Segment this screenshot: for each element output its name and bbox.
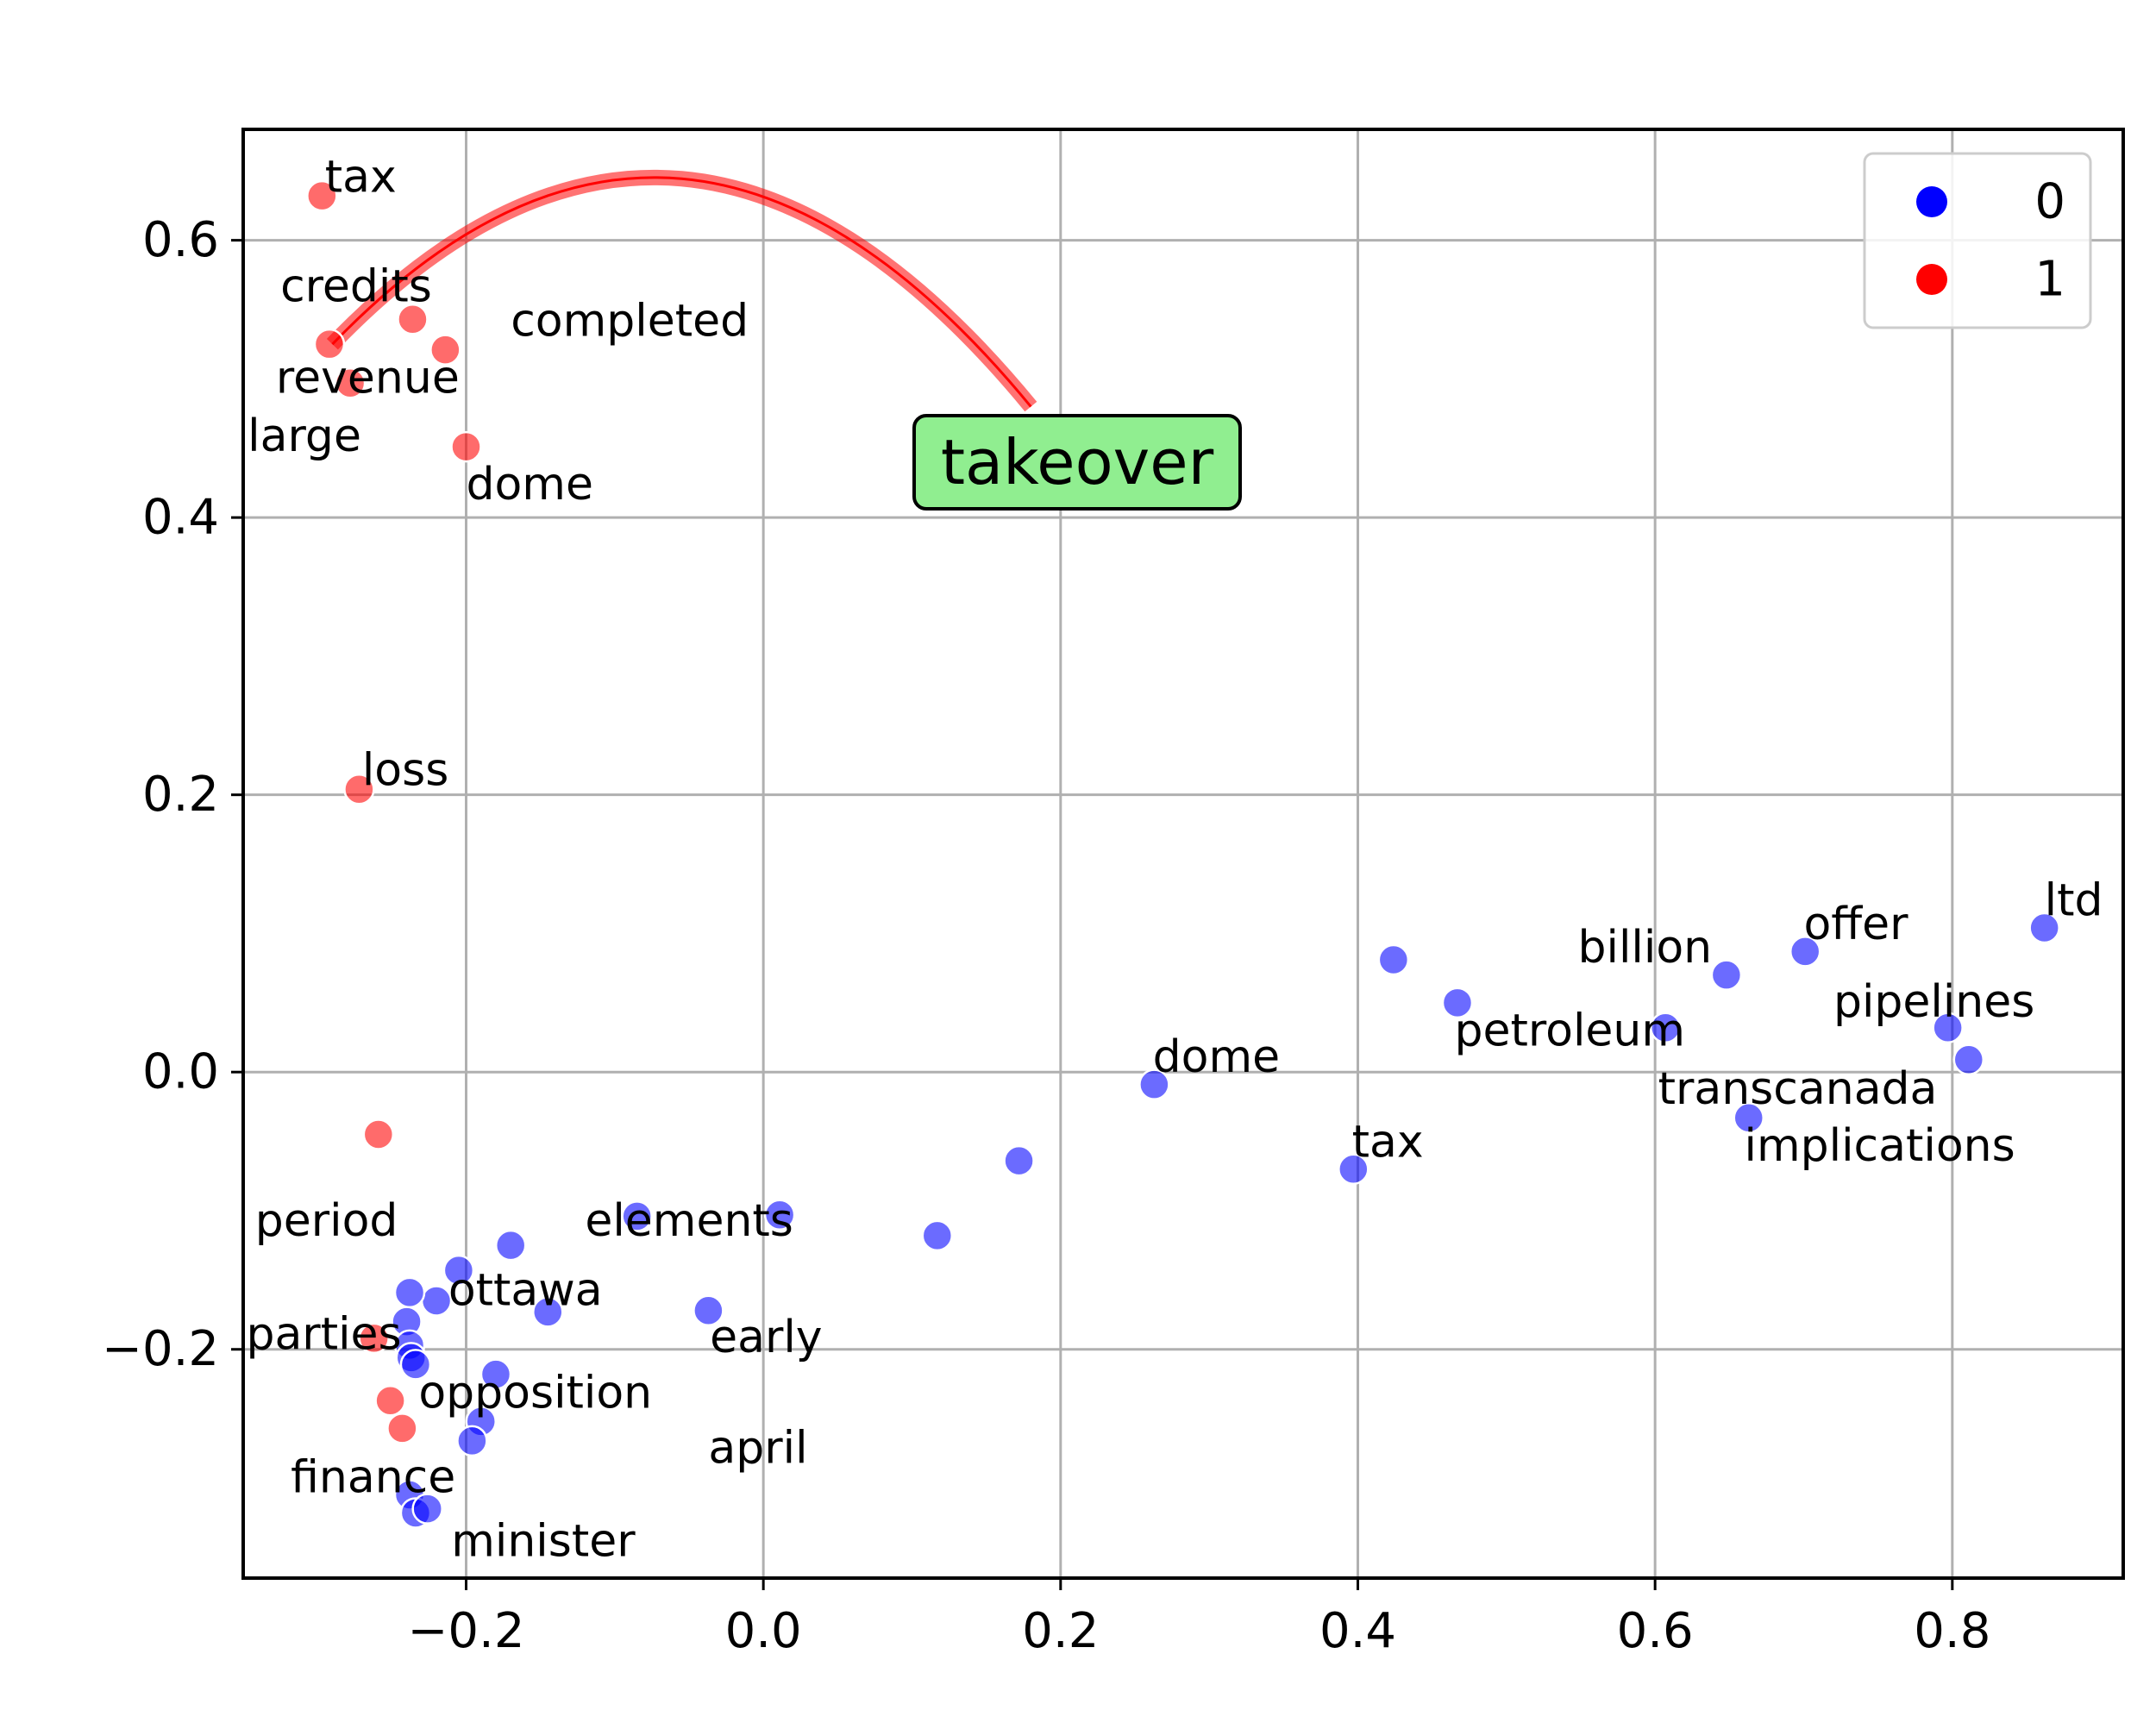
scatter-point-series-0	[442, 1254, 475, 1287]
scatter-point-series-0	[393, 1276, 426, 1309]
scatter-point-series-0	[479, 1358, 512, 1390]
callout-text: takeover	[941, 426, 1214, 498]
scatter-point-series-0	[456, 1425, 488, 1457]
x-tick-label: −0.2	[408, 1603, 525, 1659]
scatter-point-series-0	[621, 1200, 653, 1232]
scatter-points	[306, 179, 2060, 1529]
point-label: billion	[1578, 922, 1713, 974]
point-label: completed	[511, 296, 749, 348]
point-label: parties	[246, 1309, 401, 1361]
scatter-point-series-1	[374, 1384, 406, 1417]
scatter-point-series-0	[1952, 1043, 1985, 1075]
scatter-point-series-1	[397, 303, 429, 335]
axis-ticks: −0.2 0.0 0.2 0.4 0.6 0.8 −0.2 0.0 0.2 0.4 0.6	[102, 212, 1990, 1659]
callout-box	[912, 414, 1242, 511]
scatter-point-series-1	[386, 1413, 418, 1444]
y-tick-label: 0.2	[142, 767, 219, 823]
x-tick-label: 0.2	[1022, 1603, 1099, 1659]
scatter-point-series-0	[921, 1219, 954, 1252]
point-label: credits	[280, 260, 432, 312]
legend: 0 1	[1863, 152, 2092, 329]
point-label: elements	[585, 1195, 793, 1247]
scatter-point-series-0	[1932, 1012, 1964, 1044]
legend-marker-0	[1916, 186, 1947, 217]
scatter-point-series-0	[1789, 936, 1821, 968]
scatter-point-series-0	[1138, 1068, 1170, 1100]
scatter-point-series-0	[532, 1296, 564, 1328]
scatter-point-series-1	[429, 334, 461, 366]
scatter-point-series-0	[1710, 959, 1743, 991]
scatter-point-series-0	[2028, 911, 2060, 944]
point-label: dome	[1153, 1031, 1280, 1083]
y-tick-label: 0.0	[142, 1044, 219, 1100]
point-label: minister	[451, 1515, 636, 1567]
callout-arrow	[326, 169, 1037, 412]
point-labels: tax credits completed revenue large dome loss p…	[246, 151, 2103, 1567]
scatter-point-series-0	[420, 1285, 453, 1317]
scatter-point-series-1	[358, 1322, 390, 1355]
grid	[243, 129, 2123, 1578]
point-label: tax	[325, 151, 397, 203]
scatter-point-series-0	[1003, 1144, 1035, 1177]
scatter-point-series-0	[399, 1349, 432, 1381]
callout-arrow-line	[331, 176, 1032, 408]
scatter-point-series-1	[334, 366, 367, 399]
point-label: dome	[466, 459, 592, 511]
scatter-point-series-0	[1377, 943, 1410, 976]
legend-label-0: 0	[2034, 174, 2065, 230]
scatter-point-series-0	[411, 1493, 443, 1525]
point-label: finance	[291, 1451, 455, 1503]
point-label: revenue	[276, 352, 460, 404]
point-label: transcanada	[1658, 1063, 1938, 1115]
point-label: april	[708, 1423, 807, 1475]
point-label: loss	[362, 744, 448, 796]
y-tick-label: 0.6	[142, 212, 219, 268]
point-label: ltd	[2045, 875, 2103, 927]
scatter-point-series-0	[693, 1294, 724, 1326]
point-label: implications	[1745, 1120, 2015, 1172]
point-label: opposition	[418, 1367, 652, 1419]
y-tick-label: −0.2	[102, 1321, 219, 1377]
point-label: pipelines	[1833, 976, 2034, 1028]
point-label: large	[248, 410, 361, 462]
point-label: early	[710, 1312, 822, 1363]
x-tick-label: 0.8	[1914, 1603, 1990, 1659]
point-label: petroleum	[1455, 1005, 1686, 1057]
scatter-point-series-0	[494, 1229, 527, 1262]
scatter-point-series-1	[362, 1118, 395, 1150]
point-label: ottawa	[448, 1264, 603, 1316]
scatter-point-series-1	[313, 328, 346, 360]
y-tick-label: 0.4	[142, 490, 219, 546]
scatter-point-series-0	[1441, 987, 1474, 1019]
point-label: tax	[1352, 1116, 1424, 1168]
point-label: period	[255, 1195, 398, 1247]
scatter-point-series-1	[306, 179, 338, 212]
callout: takeover	[912, 414, 1242, 511]
legend-marker-1	[1916, 264, 1947, 295]
plot-frame	[241, 128, 2125, 1580]
point-label: offer	[1803, 899, 1908, 950]
scatter-point-series-0	[1338, 1153, 1369, 1185]
legend-label-1: 1	[2034, 252, 2065, 308]
scatter-point-series-0	[1649, 1012, 1682, 1044]
x-tick-label: 0.4	[1319, 1603, 1396, 1659]
scatter-point-series-1	[343, 773, 375, 805]
x-tick-label: 0.6	[1617, 1603, 1694, 1659]
scatter-point-series-0	[763, 1199, 796, 1231]
scatter-point-series-1	[450, 430, 482, 463]
x-tick-label: 0.0	[725, 1603, 802, 1659]
scatter-point-series-0	[1733, 1102, 1764, 1134]
